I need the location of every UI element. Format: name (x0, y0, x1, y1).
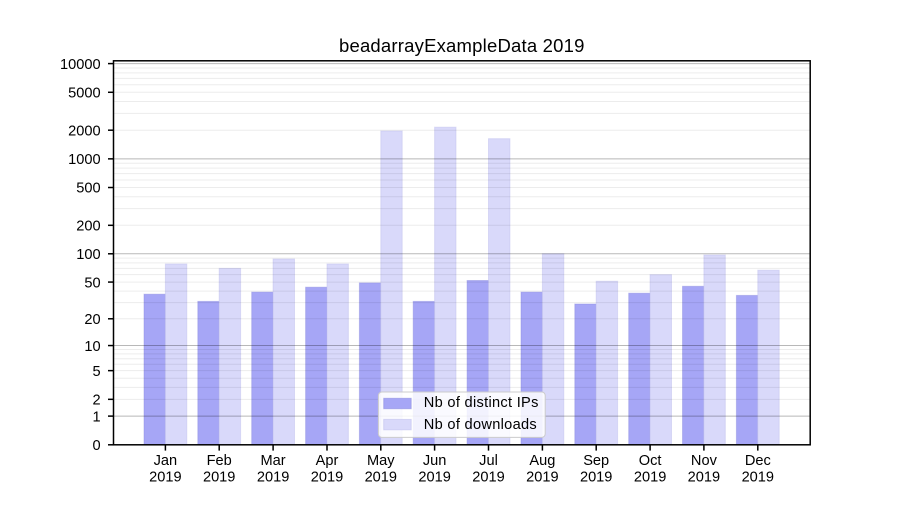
svg-text:2019: 2019 (526, 469, 558, 485)
svg-text:2019: 2019 (688, 469, 720, 485)
svg-text:May: May (367, 453, 395, 469)
svg-text:500: 500 (76, 181, 100, 197)
svg-text:200: 200 (76, 219, 100, 235)
svg-text:Dec: Dec (745, 453, 771, 469)
svg-text:Jun: Jun (423, 453, 447, 469)
svg-text:Jan: Jan (154, 453, 178, 469)
svg-text:2019: 2019 (257, 469, 289, 485)
svg-text:Oct: Oct (639, 453, 662, 469)
svg-text:2019: 2019 (365, 469, 397, 485)
svg-text:1: 1 (92, 409, 100, 425)
svg-text:5: 5 (92, 364, 100, 380)
svg-text:2000: 2000 (68, 123, 100, 139)
svg-text:2019: 2019 (472, 469, 504, 485)
svg-text:Apr: Apr (316, 453, 339, 469)
svg-text:Feb: Feb (207, 453, 232, 469)
svg-text:20: 20 (84, 312, 100, 328)
svg-text:Nov: Nov (691, 453, 718, 469)
svg-text:1000: 1000 (68, 152, 100, 168)
svg-text:2019: 2019 (203, 469, 235, 485)
svg-text:100: 100 (76, 247, 100, 263)
svg-text:2019: 2019 (149, 469, 181, 485)
svg-text:5000: 5000 (68, 85, 100, 101)
svg-text:Sep: Sep (583, 453, 609, 469)
svg-text:2019: 2019 (742, 469, 774, 485)
svg-text:0: 0 (92, 438, 100, 454)
svg-text:Mar: Mar (261, 453, 286, 469)
svg-text:10000: 10000 (60, 57, 101, 73)
svg-text:2: 2 (92, 393, 100, 409)
svg-text:50: 50 (84, 275, 100, 291)
svg-text:10: 10 (84, 339, 100, 355)
svg-text:2019: 2019 (634, 469, 666, 485)
svg-text:2019: 2019 (418, 469, 450, 485)
svg-text:Nb of downloads: Nb of downloads (424, 417, 537, 433)
svg-text:Aug: Aug (529, 453, 555, 469)
svg-text:2019: 2019 (311, 469, 343, 485)
svg-text:Nb of distinct IPs: Nb of distinct IPs (424, 395, 539, 411)
svg-text:2019: 2019 (580, 469, 612, 485)
svg-text:beadarrayExampleData 2019: beadarrayExampleData 2019 (339, 35, 585, 56)
svg-text:Jul: Jul (479, 453, 498, 469)
